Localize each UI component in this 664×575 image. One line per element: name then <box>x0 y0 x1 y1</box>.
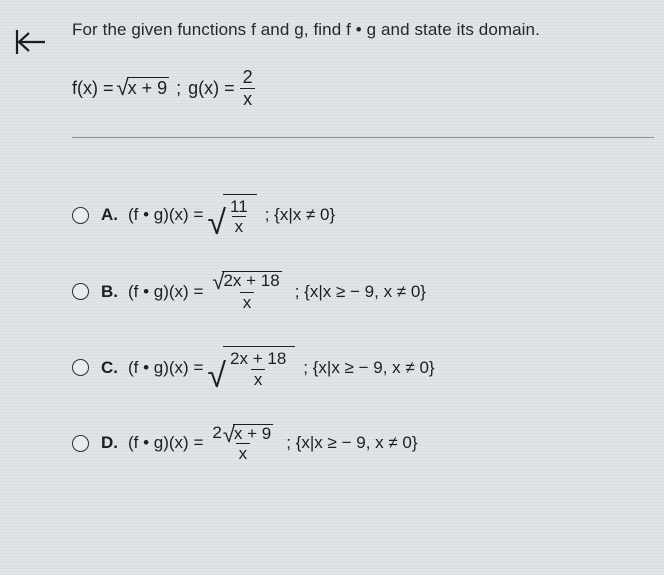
fraction-sqrt-over-x: √ 2x + 18 x <box>209 271 284 312</box>
fg-label: (f • g)(x) = <box>128 205 203 225</box>
radio-d[interactable] <box>72 435 89 452</box>
letter-c: C. <box>101 358 118 378</box>
radical-icon: √ <box>212 273 224 291</box>
radicand-fraction: 2x + 18 x <box>223 346 295 390</box>
choice-a-expr: A. (f • g)(x) = √ 11 x ; {x|x ≠ 0} <box>101 194 335 238</box>
fraction-2-over-x: 2 x <box>240 68 256 109</box>
choice-d[interactable]: D. (f • g)(x) = 2 √ x + 9 x ; {x|x ≥ − 9… <box>72 424 654 464</box>
sqrt-of-fraction: √ 11 x <box>207 194 256 238</box>
denominator: x <box>232 216 247 236</box>
denominator: x <box>236 443 251 463</box>
choice-d-expr: D. (f • g)(x) = 2 √ x + 9 x ; {x|x ≥ − 9… <box>101 424 418 464</box>
letter-b: B. <box>101 282 118 302</box>
choice-a[interactable]: A. (f • g)(x) = √ 11 x ; {x|x ≠ 0} <box>72 194 654 238</box>
denominator: x <box>240 88 255 109</box>
choice-b-expr: B. (f • g)(x) = √ 2x + 18 x ; {x|x ≥ − 9… <box>101 271 426 312</box>
sqrt-2x-plus-18: √ 2x + 18 <box>212 271 281 290</box>
fraction-2x18-over-x: 2x + 18 x <box>227 350 289 389</box>
radical-icon: √ <box>207 194 226 238</box>
radicand: x + 9 <box>233 424 273 443</box>
numerator: √ 2x + 18 <box>209 271 284 292</box>
radio-c[interactable] <box>72 359 89 376</box>
numerator: 2 √ x + 9 <box>209 424 276 444</box>
question-prompt: For the given functions f and g, find f … <box>72 18 654 42</box>
letter-a: A. <box>101 205 118 225</box>
sqrt-of-fraction: √ 2x + 18 x <box>207 346 295 390</box>
fg-label: (f • g)(x) = <box>128 358 203 378</box>
domain-b: ; {x|x ≥ − 9, x ≠ 0} <box>295 282 426 302</box>
denominator: x <box>251 369 266 389</box>
fg-label: (f • g)(x) = <box>128 282 203 302</box>
function-definitions: f(x) = √ x + 9 ; g(x) = 2 x <box>72 68 654 109</box>
divider <box>72 137 654 138</box>
fraction-11-over-x: 11 x <box>227 198 251 237</box>
letter-d: D. <box>101 433 118 453</box>
sqrt-x-plus-9: √ x + 9 <box>117 77 170 99</box>
domain-c: ; {x|x ≥ − 9, x ≠ 0} <box>303 358 434 378</box>
radical-icon: √ <box>117 79 129 97</box>
radio-a[interactable] <box>72 207 89 224</box>
back-button[interactable] <box>10 22 50 62</box>
choice-b[interactable]: B. (f • g)(x) = √ 2x + 18 x ; {x|x ≥ − 9… <box>72 271 654 312</box>
radio-b[interactable] <box>72 283 89 300</box>
separator: ; <box>176 78 181 99</box>
radical-icon: √ <box>223 426 235 444</box>
coef-2: 2 <box>212 424 221 442</box>
domain-a: ; {x|x ≠ 0} <box>265 205 335 225</box>
numerator: 2 <box>240 68 256 88</box>
numerator: 2x + 18 <box>227 350 289 369</box>
denominator: x <box>240 292 255 312</box>
f-lhs: f(x) = <box>72 78 114 99</box>
choice-c[interactable]: C. (f • g)(x) = √ 2x + 18 x ; {x|x ≥ − 9… <box>72 346 654 390</box>
fg-label: (f • g)(x) = <box>128 433 203 453</box>
radicand: 2x + 18 <box>222 271 281 290</box>
radical-icon: √ <box>207 346 226 390</box>
radicand-fraction: 11 x <box>223 194 257 238</box>
fraction-2sqrt-over-x: 2 √ x + 9 x <box>209 424 276 464</box>
radicand: x + 9 <box>127 77 170 99</box>
answer-choices: A. (f • g)(x) = √ 11 x ; {x|x ≠ 0} <box>72 194 654 464</box>
sqrt-x-plus-9: √ x + 9 <box>223 424 273 443</box>
back-column <box>0 0 60 575</box>
g-lhs: g(x) = <box>188 78 235 99</box>
choice-c-expr: C. (f • g)(x) = √ 2x + 18 x ; {x|x ≥ − 9… <box>101 346 435 390</box>
back-arrow-icon <box>13 28 47 56</box>
content-area: For the given functions f and g, find f … <box>72 18 654 463</box>
numerator: 11 <box>227 198 251 217</box>
domain-d: ; {x|x ≥ − 9, x ≠ 0} <box>286 433 417 453</box>
